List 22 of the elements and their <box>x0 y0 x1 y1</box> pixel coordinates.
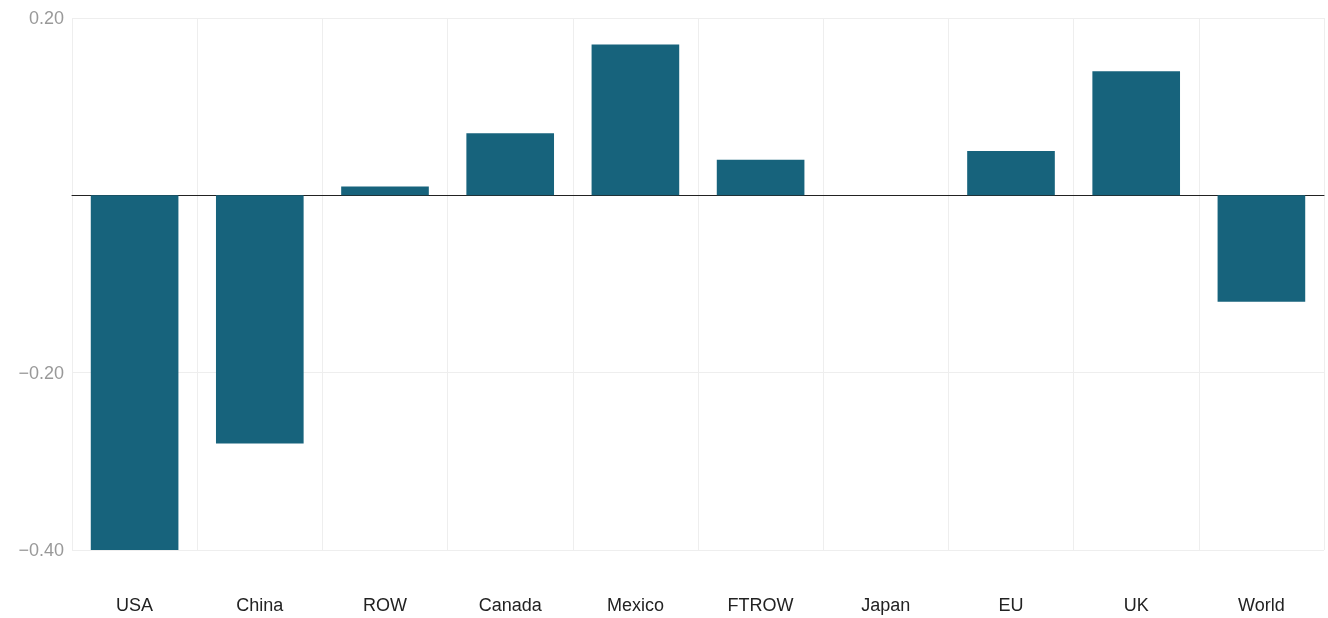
x-tick-label: UK <box>1123 595 1149 615</box>
bar <box>1217 195 1306 302</box>
bar <box>90 195 179 550</box>
x-tick-label: Canada <box>478 595 543 615</box>
x-tick-label: ROW <box>363 595 407 615</box>
x-tick-label: Mexico <box>606 595 664 615</box>
bar <box>466 133 555 196</box>
bar <box>716 159 805 196</box>
x-tick-label: Japan <box>861 595 911 615</box>
y-tick-label: 0.20 <box>28 8 64 28</box>
x-tick-label: FTROW <box>727 595 794 615</box>
bar <box>967 151 1055 196</box>
x-tick-label: China <box>236 595 285 615</box>
bar <box>1092 71 1181 196</box>
y-tick-label: −0.20 <box>18 362 64 383</box>
y-tick-label: −0.40 <box>18 540 64 560</box>
x-tick-label: USA <box>116 595 154 615</box>
bar <box>215 195 304 444</box>
bar <box>341 186 429 196</box>
x-tick-label: World <box>1238 595 1285 615</box>
x-tick-label: EU <box>998 595 1024 615</box>
bar <box>591 44 680 196</box>
